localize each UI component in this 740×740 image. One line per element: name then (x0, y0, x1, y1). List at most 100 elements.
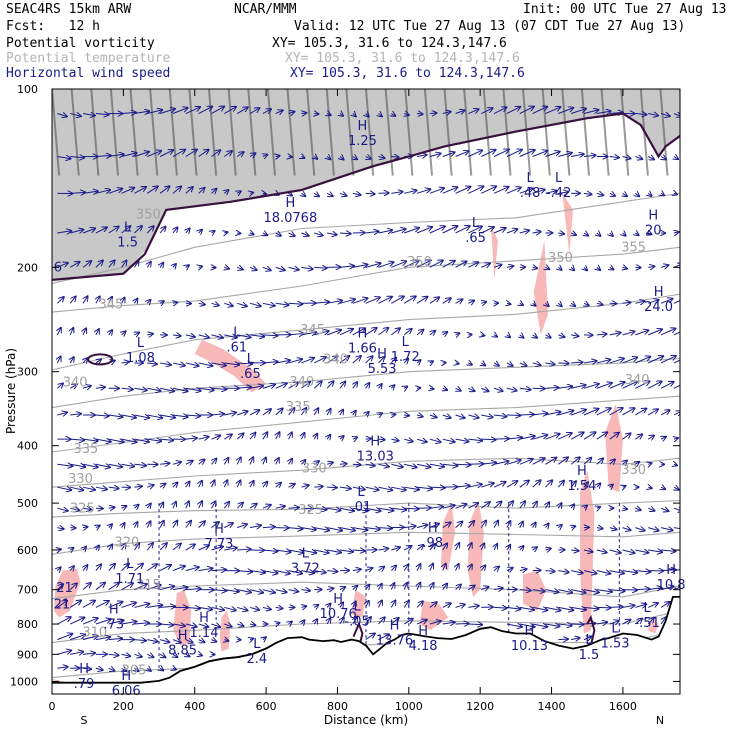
wind-vector (108, 602, 123, 608)
wind-vector (108, 464, 122, 467)
stratosphere-streak (365, 89, 375, 176)
wind-vector (159, 227, 165, 234)
extremum-symbol: H (390, 618, 400, 633)
wind-vector (404, 565, 408, 571)
wind-vector (70, 357, 74, 364)
wind-vector (558, 571, 568, 573)
wind-vector (519, 590, 531, 591)
wind-vector (185, 607, 200, 608)
wind-vector (545, 388, 558, 389)
wind-vector (391, 296, 404, 304)
wind-vector (160, 363, 171, 365)
wind-vector (70, 328, 73, 336)
wind-vector (70, 508, 79, 510)
stratosphere-streak (168, 89, 178, 176)
wind-vector (481, 463, 496, 465)
stratosphere-streak (227, 89, 237, 176)
wind-vector (596, 111, 611, 113)
wind-vector (121, 583, 133, 591)
wind-vector (95, 619, 111, 625)
extremum-value: .98 (422, 536, 443, 551)
wind-vector (494, 544, 497, 551)
wind-vector (211, 570, 225, 571)
wind-vector (468, 109, 478, 114)
wind-vector (339, 464, 347, 465)
extremum-symbol: L (247, 352, 255, 367)
wind-vector (288, 112, 295, 114)
wind-vector (340, 587, 345, 590)
wind-vector (250, 481, 254, 488)
wind-vector (211, 522, 218, 529)
wind-vector (660, 299, 672, 304)
wind-vector (108, 507, 115, 508)
wind-vector (82, 464, 98, 467)
wind-vector (481, 483, 494, 488)
wind-vector (69, 618, 84, 625)
wind-vector (673, 331, 680, 336)
wind-vector (314, 528, 329, 531)
theta-isentrope (52, 457, 680, 488)
theta-label: 340 (289, 375, 314, 390)
wind-vector (378, 262, 393, 268)
stratosphere-streak (129, 89, 139, 176)
wind-vector (57, 508, 67, 511)
wind-vector (610, 485, 613, 488)
wind-vector (391, 328, 400, 336)
wind-vector (326, 330, 341, 336)
wind-vector (198, 150, 209, 157)
stratosphere-streak (247, 89, 257, 176)
wind-vector (327, 435, 330, 439)
pv-contour (352, 621, 364, 649)
wind-vector (314, 331, 328, 336)
wind-vector (314, 550, 328, 553)
wind-vector (198, 303, 205, 304)
wind-vector (57, 356, 60, 364)
wind-vector (468, 586, 474, 590)
wind-vector (468, 439, 482, 441)
wind-vector (250, 457, 253, 465)
extremum-symbol: H (214, 522, 224, 537)
wind-vector (289, 622, 292, 624)
wind-vector (468, 415, 478, 418)
wind-vector (249, 590, 263, 593)
wind-vector (596, 432, 607, 440)
wind-vector (146, 564, 157, 572)
wind-vector (339, 356, 349, 364)
wind-vector (468, 606, 478, 608)
wind-vector (674, 193, 677, 194)
wind-vector (185, 187, 193, 194)
wind-vector (493, 228, 506, 234)
extremum-symbol: L (644, 601, 652, 616)
wind-vector (570, 410, 586, 416)
x-axis-title: Distance (km) (324, 713, 408, 727)
wind-vector (134, 584, 146, 591)
wind-vector (532, 107, 548, 114)
wind-vector (159, 586, 174, 590)
wind-vector (648, 588, 661, 590)
wind-vector (635, 381, 649, 389)
x-tick-label: 1400 (538, 700, 566, 713)
wind-vector (403, 296, 416, 304)
pv-shaded-region (490, 225, 498, 280)
pv-shaded-region (533, 240, 548, 335)
wind-vector (623, 267, 627, 268)
wind-vector (198, 460, 205, 465)
wind-vector (493, 187, 508, 194)
wind-vector (237, 571, 252, 572)
wind-vector (545, 335, 550, 338)
extremum-value: .61 (226, 341, 247, 356)
wind-vector (507, 521, 510, 528)
wind-vector (288, 590, 299, 592)
wind-vector (455, 226, 470, 234)
extremum-value: .79 (74, 677, 95, 692)
contour-value: 21 (54, 598, 71, 613)
wind-vector (147, 363, 157, 364)
stratosphere-streak (679, 89, 680, 102)
wind-vector (570, 432, 584, 440)
extremum-symbol: H (333, 592, 343, 607)
wind-vector (288, 550, 304, 553)
wind-vector (57, 567, 60, 570)
wind-vector (249, 571, 265, 573)
wind-vector (622, 157, 631, 159)
wind-vector (263, 458, 266, 465)
